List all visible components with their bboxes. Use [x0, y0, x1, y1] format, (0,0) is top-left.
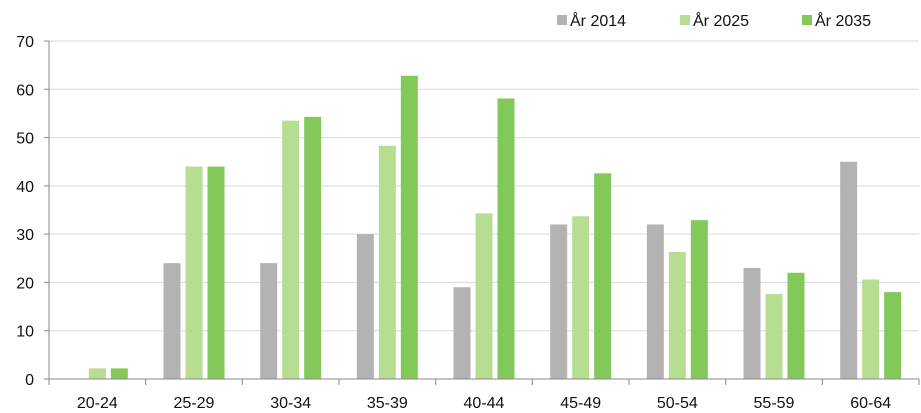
- bar: [207, 166, 225, 379]
- bar: [668, 252, 686, 379]
- bar: [260, 263, 278, 379]
- y-tick-label: 40: [16, 179, 34, 196]
- bar: [840, 161, 858, 379]
- bar: [304, 116, 322, 380]
- x-tick-label: 50-54: [657, 395, 698, 412]
- axes: 0 10 20 30 40 50 60 70 20-24 25-29 30-34 35-39 40-44…: [16, 34, 920, 412]
- legend-label: År 2035: [815, 11, 871, 30]
- bar: [862, 279, 880, 379]
- x-tick-label: 55-59: [754, 395, 795, 412]
- bar: [765, 294, 783, 379]
- bar: [743, 267, 761, 379]
- legend-swatch: [557, 15, 567, 25]
- x-tick-label: 25-29: [174, 395, 215, 412]
- x-tick-label: 35-39: [367, 395, 408, 412]
- bar: [690, 220, 708, 379]
- legend-label: År 2025: [693, 11, 749, 30]
- bar: [185, 166, 203, 379]
- x-tick-label: 30-34: [270, 395, 311, 412]
- bar: [594, 173, 612, 379]
- bar: [356, 234, 374, 379]
- bar: [282, 120, 300, 380]
- y-tick-label: 50: [16, 131, 34, 148]
- bar: [88, 368, 106, 379]
- bar: [378, 145, 396, 379]
- legend: År 2014 År 2025 År 2035: [557, 11, 871, 30]
- x-tick-label: 45-49: [560, 395, 601, 412]
- x-tick-label: 60-64: [850, 395, 891, 412]
- bar: [110, 368, 128, 379]
- bar: [550, 224, 568, 379]
- bar: [163, 263, 181, 379]
- legend-label: År 2014: [570, 11, 626, 30]
- bar: [453, 287, 471, 379]
- y-tick-label: 10: [16, 324, 34, 341]
- bar: [572, 216, 590, 379]
- bar: [884, 292, 902, 379]
- y-tick-label: 60: [16, 82, 34, 99]
- bar: [497, 98, 515, 380]
- y-tick-label: 30: [16, 227, 34, 244]
- y-tick-label: 20: [16, 275, 34, 292]
- bar: [400, 75, 418, 379]
- x-tick-label: 40-44: [464, 395, 505, 412]
- x-tick-label: 20-24: [77, 395, 118, 412]
- y-tick-label: 70: [16, 34, 34, 51]
- legend-swatch: [680, 15, 690, 25]
- bar: [787, 272, 805, 379]
- bars: [88, 75, 902, 380]
- legend-swatch: [802, 15, 812, 25]
- bar: [475, 213, 493, 379]
- y-tick-label: 0: [25, 372, 34, 389]
- bar: [646, 224, 664, 379]
